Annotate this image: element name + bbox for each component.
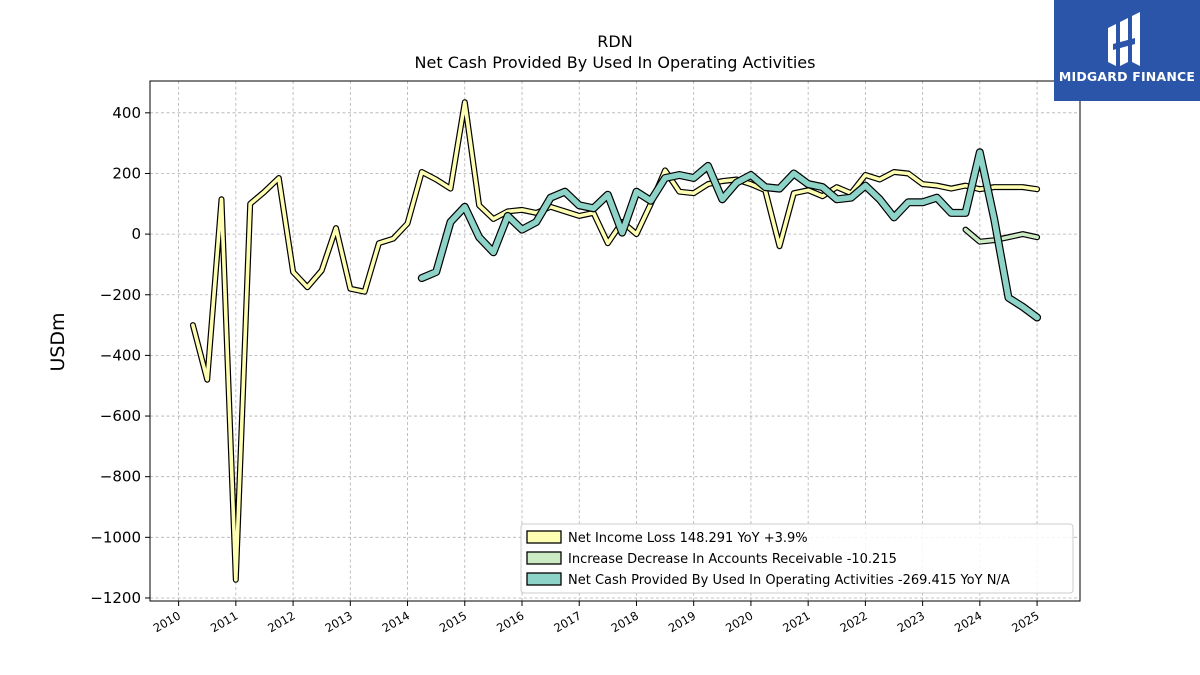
plot-frame <box>149 80 1081 602</box>
y-tick-label: −200 <box>100 286 141 304</box>
x-tick-label: 2017 <box>551 608 583 635</box>
legend-label: Net Income Loss 148.291 YoY +3.9% <box>568 531 808 546</box>
y-tick-label: 400 <box>112 104 141 122</box>
x-tick-label: 2021 <box>780 608 812 635</box>
legend-swatch <box>526 530 562 544</box>
x-tick-label: 2013 <box>322 608 354 635</box>
y-tick-label: 0 <box>131 225 141 243</box>
x-tick-label: 2016 <box>494 608 526 635</box>
legend-label: Net Cash Provided By Used In Operating A… <box>568 573 1010 588</box>
y-axis-label: USDm <box>47 312 69 371</box>
x-tick-label: 2019 <box>666 608 698 635</box>
plot-lines <box>189 99 1042 583</box>
y-tick-label: −600 <box>100 407 141 425</box>
y-tick-label: −1200 <box>90 589 141 607</box>
grid <box>150 81 1080 601</box>
legend-swatch <box>526 551 562 565</box>
series-line-2 <box>419 149 1040 321</box>
series-line-0 <box>191 100 1039 582</box>
logo-text: MIDGARD FINANCE <box>1058 69 1196 84</box>
legend-label: Increase Decrease In Accounts Receivable… <box>568 552 897 567</box>
x-tick-label: 2025 <box>1009 608 1041 635</box>
series-outline-2 <box>417 148 1042 322</box>
logo: MIDGARD FINANCE <box>1054 0 1200 101</box>
legend-box <box>520 523 1074 594</box>
x-tick-label: 2020 <box>723 608 755 635</box>
y-tick-label: −400 <box>100 346 141 364</box>
x-tick-label: 2023 <box>895 608 927 635</box>
y-tick-label: −1000 <box>90 528 141 546</box>
chart-title: RDN <box>597 32 632 51</box>
x-tick-label: 2015 <box>437 608 469 635</box>
legend: Net Income Loss 148.291 YoY +3.9% Increas… <box>520 523 1074 594</box>
x-tick-label: 2024 <box>952 608 984 635</box>
x-tick-label: 2018 <box>609 608 641 635</box>
legend-swatch <box>526 572 562 586</box>
x-tick-label: 2014 <box>380 608 412 635</box>
x-tick-label: 2010 <box>151 608 183 635</box>
x-tick-label: 2022 <box>838 608 870 635</box>
y-tick-label: −800 <box>100 468 141 486</box>
y-tick-label: 200 <box>112 164 141 182</box>
chart-subtitle: Net Cash Provided By Used In Operating A… <box>415 53 816 72</box>
midgard-logo-icon <box>1108 12 1140 66</box>
x-tick-label: 2011 <box>208 608 240 635</box>
x-tick-label: 2012 <box>265 608 297 635</box>
